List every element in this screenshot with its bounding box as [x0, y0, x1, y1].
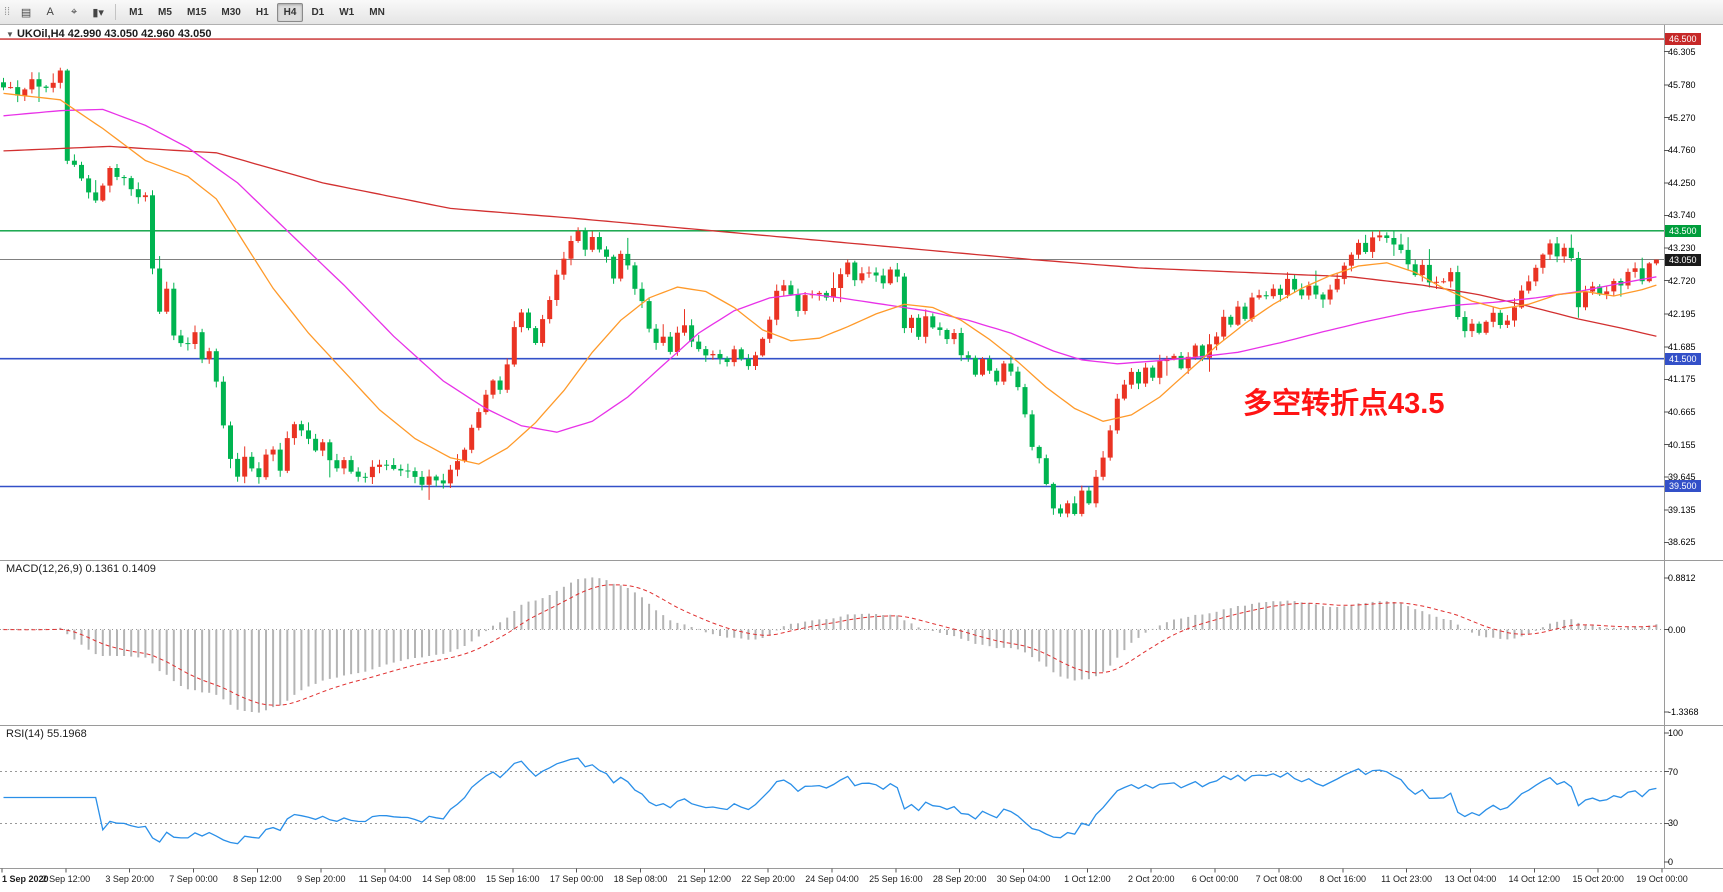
time-axis-label: 9 Sep 20:00: [296, 874, 346, 884]
time-axis-label: 22 Sep 20:00: [741, 874, 795, 884]
period-dropdown-button[interactable]: ▮ ▾: [87, 2, 109, 22]
time-axis-label: 25 Sep 16:00: [869, 874, 923, 884]
macd-scale-max-label: 0.8812: [1668, 573, 1696, 583]
time-axis-label: 6 Oct 00:00: [1191, 874, 1239, 884]
timeframe-button-m1[interactable]: M1: [129, 6, 144, 18]
price-tick-label: 45.270: [1668, 112, 1696, 123]
timeframe-button-m5[interactable]: M5: [158, 6, 172, 18]
price-tick-label: 44.250: [1668, 177, 1696, 188]
time-axis-label: 1 Oct 12:00: [1064, 874, 1111, 884]
timeframe-button-h4[interactable]: H4: [276, 2, 304, 22]
price-line-badge: 39.500: [1665, 480, 1701, 493]
price-line-badge: 43.500: [1665, 224, 1701, 237]
time-axis-label: 7 Sep 00:00: [169, 874, 218, 884]
price-tick-label: 41.685: [1668, 341, 1696, 352]
price-tick-label: 43.230: [1668, 243, 1696, 254]
timeframe-button-m30[interactable]: M30: [221, 6, 241, 18]
time-axis-label: 1 Sep 2020: [2, 874, 49, 884]
price-tick-label: 40.665: [1668, 407, 1696, 418]
symbol-marker-icon: ▼: [6, 30, 14, 39]
annotation-text: 多空转折点43.5: [1243, 388, 1445, 420]
time-axis-label: 8 Sep 12:00: [233, 874, 282, 884]
timeframe-buttons: M1 M5 M15 M30 H1 H4 D1 W1 MN: [122, 2, 392, 22]
macd-scale-min-label: -1.3368: [1668, 707, 1699, 717]
price-tick-label: 45.780: [1668, 80, 1696, 91]
price-tick-label: 38.625: [1668, 537, 1696, 548]
rsi-scale-label: 100: [1668, 728, 1684, 738]
time-axis-label: 21 Sep 12:00: [677, 874, 732, 884]
timeframe-button-mn[interactable]: MN: [369, 6, 385, 18]
toolbar-separator: [115, 4, 117, 20]
macd-scale-zero-label: 0.00: [1668, 624, 1686, 635]
time-axis-label: 30 Sep 04:00: [996, 874, 1051, 884]
symbol-ohlc-text: UKOil,H4 42.990 43.050 42.960 43.050: [16, 28, 212, 40]
price-tick-label: 41.175: [1668, 374, 1696, 385]
price-tick-label: 44.760: [1668, 145, 1696, 156]
time-axis-label: 2 Sep 12:00: [41, 874, 91, 884]
time-axis-label: 28 Sep 20:00: [932, 874, 987, 884]
crosshair-tool-button[interactable]: ⌖: [63, 2, 85, 22]
timeframe-button-m15[interactable]: M15: [186, 6, 207, 18]
crosshair-icon: ⌖: [71, 5, 78, 18]
time-axis-label: 15 Oct 20:00: [1572, 874, 1624, 884]
price-line-badge: 46.500: [1665, 33, 1701, 46]
price-tick-label: 39.135: [1668, 504, 1696, 515]
cursor-tool-button[interactable]: A: [39, 2, 61, 22]
timeframe-button-w1[interactable]: W1: [339, 6, 355, 18]
rsi-scale-label: 30: [1668, 818, 1679, 829]
price-tick-label: 42.720: [1668, 275, 1696, 286]
timeframe-button-d1[interactable]: D1: [311, 6, 325, 18]
charts-grid-icon: ▤: [20, 6, 32, 19]
candle-icon: ▮: [92, 6, 99, 19]
price-line-badge: 41.500: [1665, 352, 1701, 365]
time-axis-label: 17 Sep 00:00: [549, 874, 604, 884]
time-axis-label: 18 Sep 08:00: [613, 874, 668, 884]
time-axis-label: 2 Oct 20:00: [1127, 874, 1175, 884]
price-tick-label: 46.305: [1668, 46, 1696, 57]
symbol-ohlc-label: ▼ UKOil,H4 42.990 43.050 42.960 43.050: [6, 28, 211, 40]
time-axis-label: 19 Oct 00:00: [1636, 874, 1688, 884]
macd-label: MACD(12,26,9) 0.1361 0.1409: [6, 563, 156, 575]
price-tick-label: 43.740: [1668, 210, 1696, 221]
charts-grid-button[interactable]: ▤: [15, 2, 37, 22]
price-tick-label: 39.645: [1668, 472, 1696, 483]
toolbar: ⁞⁞ ▤ A ⌖ ▮ ▾ M1 M5 M15 M30 H1 H4 D1 W1 MN: [0, 0, 1723, 25]
toolbar-grip[interactable]: ⁞⁞: [4, 6, 11, 18]
price-line-badge: 43.050: [1665, 253, 1701, 266]
timeframe-button-h1[interactable]: H1: [255, 6, 269, 18]
rsi-scale-label: 70: [1668, 766, 1679, 777]
time-axis-label: 15 Sep 16:00: [485, 874, 540, 884]
chevron-down-icon: ▾: [98, 6, 104, 19]
rsi-scale-label: 0: [1668, 857, 1674, 867]
cursor-tool-icon: A: [46, 6, 54, 18]
time-axis-label: 3 Sep 20:00: [105, 874, 154, 884]
time-axis-label: 11 Oct 23:00: [1381, 874, 1433, 884]
time-axis-label: 13 Oct 04:00: [1444, 874, 1497, 884]
time-axis-label: 11 Sep 04:00: [358, 874, 412, 884]
time-axis-label: 24 Sep 04:00: [805, 874, 859, 884]
time-axis-label: 14 Oct 12:00: [1508, 874, 1561, 884]
time-axis-label: 7 Oct 08:00: [1255, 874, 1303, 884]
time-axis-label: 14 Sep 08:00: [422, 874, 476, 884]
time-axis-label: 8 Oct 16:00: [1319, 874, 1367, 884]
rsi-label: RSI(14) 55.1968: [6, 728, 87, 740]
price-tick-label: 40.155: [1668, 439, 1696, 450]
price-tick-label: 42.195: [1668, 309, 1696, 320]
